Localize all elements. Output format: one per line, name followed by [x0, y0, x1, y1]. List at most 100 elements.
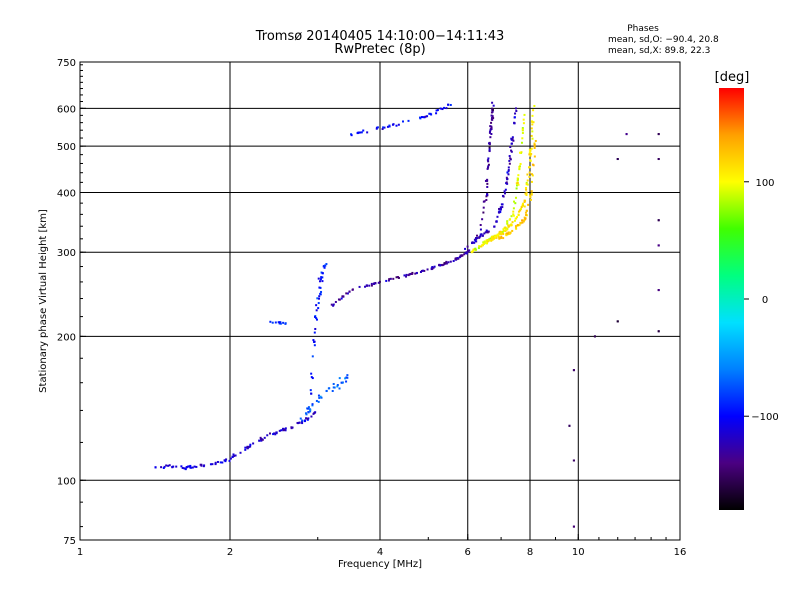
data-point — [310, 372, 313, 375]
data-point — [568, 424, 571, 427]
data-point — [388, 124, 391, 127]
data-point — [313, 331, 316, 334]
data-point — [422, 269, 425, 272]
data-point — [260, 439, 263, 442]
data-point — [319, 278, 322, 281]
data-point — [490, 132, 493, 135]
data-point — [523, 205, 526, 208]
data-point — [657, 289, 660, 292]
data-point — [312, 339, 315, 342]
data-point — [336, 384, 339, 387]
data-point — [338, 387, 341, 390]
data-point — [175, 465, 178, 468]
data-point — [509, 158, 512, 161]
data-point — [507, 224, 510, 227]
data-point — [512, 207, 515, 210]
data-point — [514, 226, 517, 229]
data-point — [163, 465, 166, 468]
data-point — [500, 233, 503, 236]
data-point — [530, 180, 533, 183]
data-point — [301, 420, 304, 423]
data-point — [508, 218, 511, 221]
data-point — [344, 377, 347, 380]
data-point — [376, 126, 379, 129]
data-point — [392, 277, 395, 280]
data-point — [366, 131, 369, 134]
data-point — [531, 123, 534, 126]
data-point — [420, 269, 423, 272]
data-point — [332, 382, 335, 385]
x-tick-label: 1 — [77, 547, 83, 558]
data-point — [509, 231, 512, 234]
data-point — [509, 224, 512, 227]
colorbar-tick-label: 100 — [755, 178, 774, 189]
data-point — [507, 169, 510, 172]
data-point — [531, 114, 534, 117]
x-tick-label: 10 — [572, 547, 585, 558]
data-point — [515, 225, 518, 228]
data-point — [445, 107, 448, 110]
data-point — [154, 466, 157, 469]
data-point — [211, 463, 214, 466]
data-point — [505, 176, 508, 179]
data-point — [516, 177, 519, 180]
data-point — [496, 233, 499, 236]
data-point — [315, 317, 318, 320]
data-point — [306, 407, 309, 410]
data-point — [315, 304, 318, 307]
data-point — [533, 155, 536, 158]
data-point — [466, 245, 469, 248]
data-point — [491, 116, 494, 119]
data-point — [526, 183, 529, 186]
data-point — [533, 146, 536, 149]
y-axis-ticks: 75 100 200 300 400 500 600 750 — [57, 58, 86, 547]
data-point — [530, 147, 533, 150]
data-point — [486, 167, 489, 170]
data-point — [475, 237, 478, 240]
data-point — [435, 109, 438, 112]
data-point — [423, 116, 426, 119]
data-point — [486, 182, 489, 185]
data-point — [181, 466, 184, 469]
data-point — [486, 179, 489, 182]
data-point — [374, 281, 377, 284]
data-point — [488, 130, 491, 133]
data-point — [395, 276, 398, 279]
data-point — [364, 285, 367, 288]
data-point — [309, 408, 312, 411]
data-point — [482, 206, 485, 209]
data-point — [512, 139, 515, 142]
data-point — [244, 448, 247, 451]
data-point — [485, 241, 488, 244]
data-point — [385, 279, 388, 282]
data-point — [485, 198, 488, 201]
data-point — [485, 230, 488, 233]
colorbar — [719, 88, 744, 510]
data-point — [465, 252, 468, 255]
data-point — [480, 233, 483, 236]
data-point — [501, 203, 504, 206]
data-point — [317, 297, 320, 300]
x-tick-label: 16 — [674, 547, 687, 558]
data-point — [310, 376, 313, 379]
data-point — [299, 417, 302, 420]
data-point — [518, 168, 521, 171]
data-point — [193, 465, 196, 468]
data-point — [338, 298, 341, 301]
data-point — [481, 218, 484, 221]
data-point — [470, 251, 473, 254]
data-point — [510, 142, 513, 145]
data-point — [316, 297, 319, 300]
data-point — [397, 276, 400, 279]
data-point — [531, 174, 534, 177]
data-point — [523, 219, 526, 222]
data-point — [168, 464, 171, 467]
x-axis-ticks: 1 2 4 6 8 10 16 — [77, 534, 687, 558]
data-point — [530, 190, 533, 193]
data-point — [346, 374, 349, 377]
data-point — [504, 188, 507, 191]
data-point — [521, 202, 524, 205]
data-point — [231, 455, 234, 458]
data-point — [506, 182, 509, 185]
